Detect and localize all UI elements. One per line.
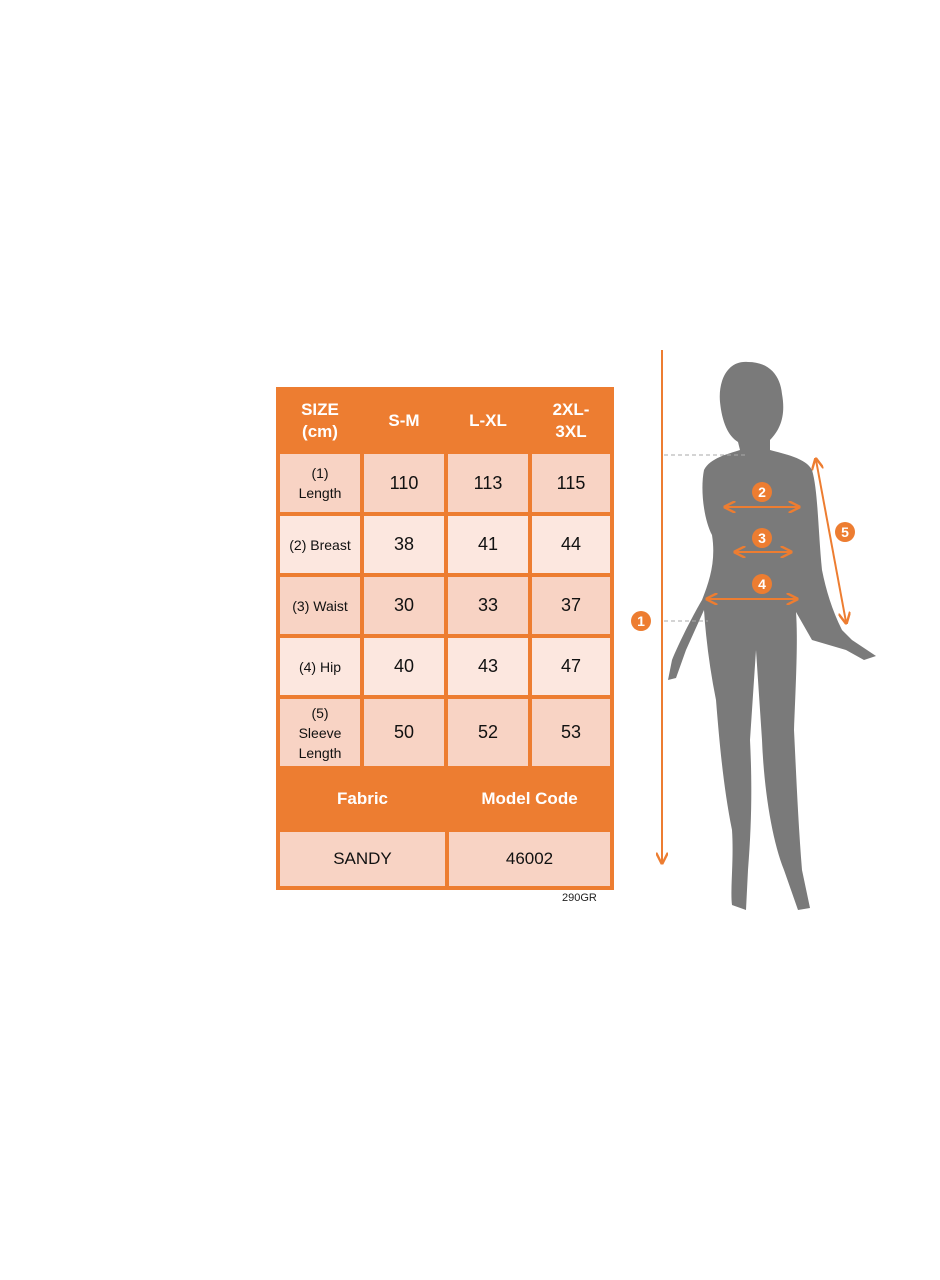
table-row: (4) Hip 40 43 47	[278, 636, 612, 697]
header-s-m: S-M	[362, 389, 446, 452]
model-code-value: 46002	[447, 830, 612, 888]
cell-value: 33	[446, 575, 530, 636]
size-chart-table: SIZE (cm) S-M L-XL 2XL-3XL (1) Length 11…	[276, 387, 614, 890]
table-row: (1) Length 110 113 115	[278, 452, 612, 514]
body-measurement-figure: 1 2 3 4 5	[631, 350, 876, 910]
header-l-xl: L-XL	[446, 389, 530, 452]
marker-2: 2	[752, 482, 772, 502]
table-row: (2) Breast 38 41 44	[278, 514, 612, 575]
cell-value: 40	[362, 636, 446, 697]
fabric-value: SANDY	[278, 830, 447, 888]
marker-1: 1	[631, 611, 651, 631]
cell-value: 41	[446, 514, 530, 575]
cell-value: 110	[362, 452, 446, 514]
info-header-row: Fabric Model Code	[278, 768, 612, 830]
cell-value: 43	[446, 636, 530, 697]
cell-value: 37	[530, 575, 612, 636]
marker-4: 4	[752, 574, 772, 594]
header-2xl-3xl: 2XL-3XL	[530, 389, 612, 452]
header-model-code: Model Code	[447, 768, 612, 830]
cell-value: 47	[530, 636, 612, 697]
cell-value: 53	[530, 697, 612, 768]
svg-text:3: 3	[758, 530, 766, 546]
weight-note: 290GR	[562, 892, 597, 904]
row-label: (5) Sleeve Length	[278, 697, 362, 768]
cell-value: 44	[530, 514, 612, 575]
silhouette	[668, 361, 876, 910]
cell-value: 115	[530, 452, 612, 514]
header-size: SIZE (cm)	[278, 389, 362, 452]
cell-value: 30	[362, 575, 446, 636]
row-label: (2) Breast	[278, 514, 362, 575]
row-label: (4) Hip	[278, 636, 362, 697]
svg-text:1: 1	[637, 613, 645, 629]
svg-text:5: 5	[841, 524, 849, 540]
table-row: (3) Waist 30 33 37	[278, 575, 612, 636]
header-fabric: Fabric	[278, 768, 447, 830]
svg-text:4: 4	[758, 576, 766, 592]
marker-3: 3	[752, 528, 772, 548]
row-label: (1) Length	[278, 452, 362, 514]
cell-value: 38	[362, 514, 446, 575]
cell-value: 52	[446, 697, 530, 768]
sleeve-arrow	[816, 460, 846, 622]
table-row: (5) Sleeve Length 50 52 53	[278, 697, 612, 768]
cell-value: 113	[446, 452, 530, 514]
svg-text:2: 2	[758, 484, 766, 500]
row-label: (3) Waist	[278, 575, 362, 636]
table-header-row: SIZE (cm) S-M L-XL 2XL-3XL	[278, 389, 612, 452]
marker-5: 5	[835, 522, 855, 542]
cell-value: 50	[362, 697, 446, 768]
info-values-row: SANDY 46002	[278, 830, 612, 888]
